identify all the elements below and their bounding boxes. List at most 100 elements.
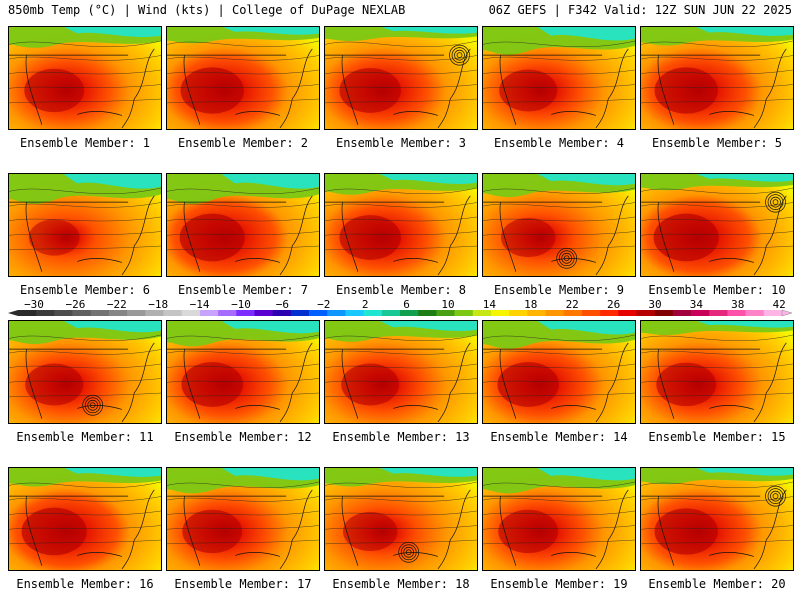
contour-line bbox=[482, 216, 636, 222]
ensemble-member-panel: Ensemble Member: 7 bbox=[166, 173, 320, 299]
contour-line bbox=[640, 481, 794, 488]
ensemble-member-label: Ensemble Member: 12 bbox=[174, 430, 312, 444]
contour-line bbox=[482, 378, 636, 383]
contour-line bbox=[8, 231, 162, 236]
contour-line bbox=[166, 245, 320, 251]
cold-airmass-region bbox=[693, 467, 794, 476]
ensemble-member-label: Ensemble Member: 3 bbox=[335, 136, 467, 150]
cold-airmass-region bbox=[219, 173, 320, 189]
contour-line bbox=[482, 363, 636, 369]
temperature-wind-map bbox=[324, 320, 478, 424]
contour-line bbox=[324, 349, 478, 355]
contour-line bbox=[640, 40, 794, 47]
colorbar-swatch bbox=[54, 310, 73, 316]
colorbar-swatch bbox=[327, 310, 346, 316]
colorbar-swatch bbox=[727, 310, 746, 316]
colorbar-tick-label: −6 bbox=[275, 298, 290, 311]
coastline-borders bbox=[8, 195, 155, 276]
heat-dome-core bbox=[25, 363, 84, 406]
temperature-wind-map bbox=[8, 26, 162, 130]
temperature-wind-map bbox=[640, 173, 794, 277]
ensemble-member-label: Ensemble Member: 11 bbox=[16, 430, 154, 444]
contour-line bbox=[640, 187, 794, 194]
contour-line bbox=[482, 334, 636, 341]
ensemble-member-panel: Ensemble Member: 3 bbox=[324, 26, 478, 152]
contour-line bbox=[166, 187, 320, 194]
temperature-wind-map bbox=[324, 173, 478, 277]
temperature-wind-map bbox=[482, 467, 636, 571]
cold-airmass-region bbox=[535, 467, 636, 481]
contour-line bbox=[640, 231, 794, 236]
ensemble-member-label: Ensemble Member: 7 bbox=[177, 283, 309, 297]
ensemble-member-panel: Ensemble Member: 8 bbox=[324, 173, 478, 299]
cold-airmass-region bbox=[377, 320, 478, 332]
colorbar-swatch bbox=[72, 310, 92, 316]
cyclone-circulation bbox=[82, 394, 104, 416]
contour-line bbox=[640, 98, 794, 104]
colorbar-swatch bbox=[290, 310, 310, 316]
contour-line bbox=[324, 55, 478, 61]
coastline-borders bbox=[482, 195, 629, 276]
heat-dome-core bbox=[654, 67, 718, 114]
ensemble-member-label: Ensemble Member: 5 bbox=[651, 136, 783, 150]
contour-line bbox=[640, 245, 794, 251]
contour-line bbox=[8, 98, 162, 104]
colorbar-tick-label: 34 bbox=[689, 298, 704, 311]
contour-line bbox=[8, 539, 162, 545]
ensemble-member-panel: Ensemble Member: 12 bbox=[166, 320, 320, 446]
contour-line bbox=[640, 202, 794, 208]
colorbar-tick-label: −26 bbox=[65, 298, 86, 311]
colorbar-swatch bbox=[691, 310, 710, 316]
contour-line bbox=[324, 525, 478, 530]
coastline-borders bbox=[166, 342, 313, 423]
cyclone-circulation bbox=[765, 191, 786, 213]
contour-line bbox=[482, 525, 636, 530]
ensemble-member-label: Ensemble Member: 15 bbox=[648, 430, 786, 444]
ensemble-member-panel: Ensemble Member: 20 bbox=[640, 467, 794, 593]
cyclone-circulation bbox=[765, 485, 786, 507]
contour-line bbox=[166, 378, 320, 383]
colorbar-swatch bbox=[763, 310, 783, 316]
contour-line bbox=[324, 510, 478, 516]
coastline-borders bbox=[324, 195, 471, 276]
contour-line bbox=[482, 392, 636, 398]
temperature-wind-map bbox=[482, 26, 636, 130]
contour-line bbox=[166, 496, 320, 502]
contour-line bbox=[482, 481, 636, 488]
contour-line bbox=[8, 510, 162, 516]
contour-line bbox=[8, 40, 162, 47]
contour-line bbox=[640, 55, 794, 61]
coastline-borders bbox=[482, 489, 629, 570]
colorbar-swatch bbox=[181, 310, 201, 316]
contour-line bbox=[640, 69, 794, 75]
contour-line bbox=[324, 363, 478, 369]
cold-airmass-region bbox=[219, 320, 320, 334]
cold-airmass-region bbox=[61, 26, 162, 38]
contour-line bbox=[324, 187, 478, 194]
contour-line bbox=[482, 187, 636, 194]
contour-line bbox=[640, 84, 794, 89]
colorbar-swatch bbox=[654, 310, 674, 316]
contour-line bbox=[482, 84, 636, 89]
colorbar-swatch bbox=[436, 310, 455, 316]
coastline-borders bbox=[166, 489, 313, 570]
ensemble-member-label: Ensemble Member: 10 bbox=[648, 283, 786, 297]
contour-line bbox=[482, 349, 636, 355]
contour-line bbox=[166, 525, 320, 530]
contour-line bbox=[8, 481, 162, 488]
cold-airmass-region bbox=[693, 26, 794, 36]
contour-line bbox=[324, 378, 478, 383]
ensemble-member-panel: Ensemble Member: 4 bbox=[482, 26, 636, 152]
contour-line bbox=[324, 216, 478, 222]
ensemble-member-label: Ensemble Member: 19 bbox=[490, 577, 628, 591]
colorbar-swatch bbox=[199, 310, 219, 316]
contour-line bbox=[166, 510, 320, 516]
contour-line bbox=[8, 378, 162, 383]
contour-line bbox=[324, 539, 478, 545]
contour-line bbox=[8, 363, 162, 369]
cold-airmass-region bbox=[535, 320, 636, 335]
ensemble-member-label: Ensemble Member: 14 bbox=[490, 430, 628, 444]
coastline-borders bbox=[8, 342, 155, 423]
contour-line bbox=[324, 392, 478, 398]
temperature-wind-map bbox=[640, 467, 794, 571]
